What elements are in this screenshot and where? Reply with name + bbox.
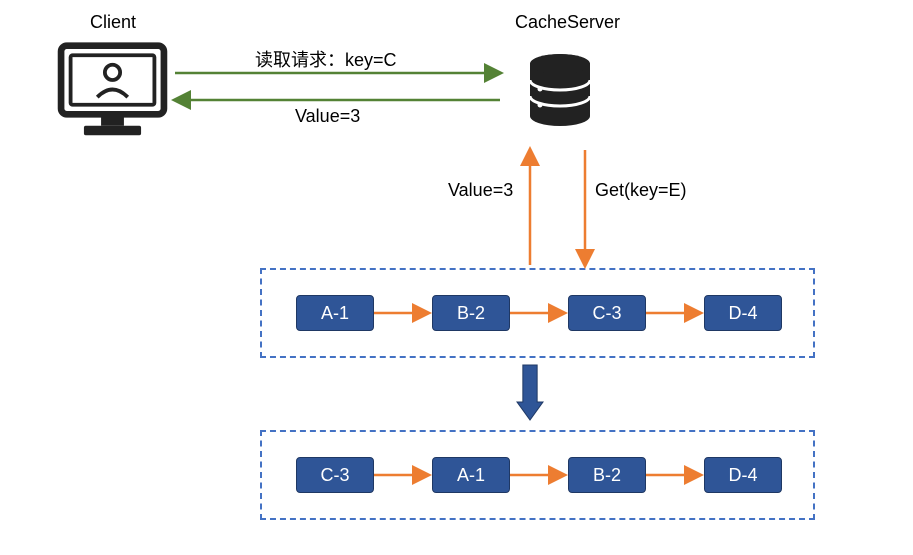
request-label: 读取请求：key=C <box>255 46 397 72</box>
chain2-node-0: C-3 <box>296 457 374 493</box>
chain1-node-0: A-1 <box>296 295 374 331</box>
cacheserver-icon <box>520 50 600 130</box>
server-label: CacheServer <box>515 12 620 33</box>
chain1-node-2: C-3 <box>568 295 646 331</box>
get-down-label: Get(key=E) <box>595 180 687 201</box>
chain2-node-2: B-2 <box>568 457 646 493</box>
chain2-node-3: D-4 <box>704 457 782 493</box>
chain1-node-3: D-4 <box>704 295 782 331</box>
client-label: Client <box>90 12 136 33</box>
chain1-node-1: B-2 <box>432 295 510 331</box>
chain2-node-1: A-1 <box>432 457 510 493</box>
client-icon <box>55 40 170 140</box>
value-up-label: Value=3 <box>448 180 513 201</box>
response-label: Value=3 <box>295 106 360 127</box>
